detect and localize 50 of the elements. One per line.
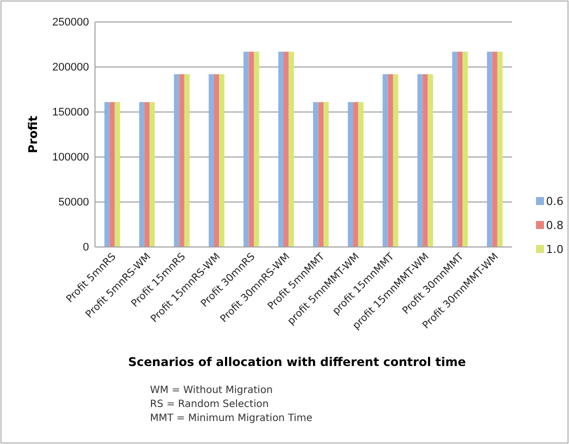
text: MMT = Minimum Migration Time	[150, 413, 312, 424]
bar	[388, 74, 394, 247]
bar	[110, 102, 115, 247]
bar	[104, 102, 110, 247]
bar	[288, 52, 294, 247]
bar	[353, 102, 358, 247]
bar	[452, 52, 458, 247]
bar	[114, 102, 120, 247]
bar	[278, 52, 284, 247]
y-axis-title: Profit	[26, 115, 40, 154]
bar	[497, 52, 503, 247]
bar	[486, 52, 492, 247]
bar	[318, 102, 324, 247]
bar	[248, 52, 254, 247]
bar	[348, 102, 354, 247]
bar	[393, 74, 398, 247]
y-tick-label: 250000	[52, 16, 89, 29]
y-tick-label: 50000	[58, 196, 89, 209]
y-tick-label: 150000	[52, 106, 89, 119]
x-axis-title: Scenarios of allocation with different control time	[128, 355, 466, 369]
bar	[284, 52, 289, 247]
bar	[244, 52, 249, 247]
bar	[492, 52, 498, 247]
y-tick-label: 200000	[52, 62, 89, 74]
text: WM = Without Migration	[150, 385, 273, 396]
bar	[382, 74, 388, 247]
y-tick-label: 100000	[52, 152, 89, 164]
bar	[139, 102, 144, 247]
bar	[313, 102, 318, 247]
bar	[358, 102, 364, 247]
bar	[214, 74, 220, 247]
text: RS = Random Selection	[150, 399, 269, 410]
bar	[179, 74, 184, 247]
bar	[428, 74, 434, 247]
y-tick-label: 0	[82, 242, 89, 254]
bar	[219, 74, 224, 247]
bar	[150, 102, 155, 247]
bar	[417, 74, 423, 247]
bar	[144, 102, 150, 247]
bar	[254, 52, 260, 247]
bar	[457, 52, 463, 247]
bar	[184, 74, 190, 247]
bar	[208, 74, 214, 247]
bar	[174, 74, 180, 247]
bar	[422, 74, 428, 247]
legend-label: 1.0	[546, 243, 564, 256]
legend-label: 0.6	[546, 195, 564, 208]
bar	[462, 52, 468, 247]
bar	[324, 102, 329, 247]
legend-label: 0.8	[546, 219, 564, 232]
